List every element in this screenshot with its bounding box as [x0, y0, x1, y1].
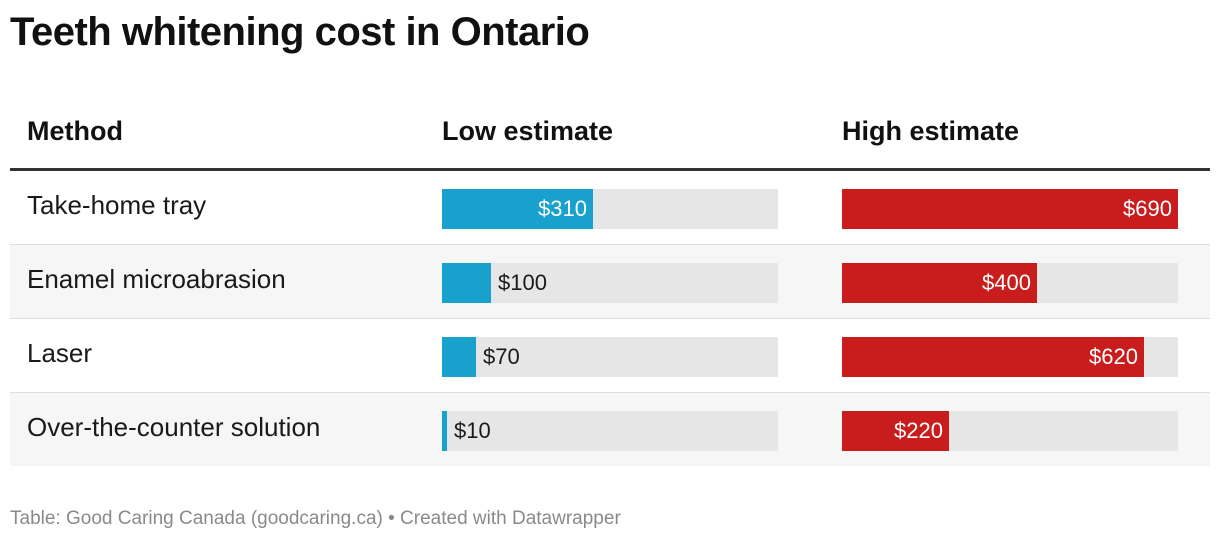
- high-estimate-bar: [842, 189, 1178, 229]
- low-estimate-bar-track: $70: [442, 337, 778, 377]
- high-estimate-bar-track: $220: [842, 411, 1178, 451]
- table-header: Method Low estimate High estimate: [10, 98, 1210, 171]
- table-row: Enamel microabrasion $100 $400: [10, 245, 1210, 319]
- low-estimate-value-label: $70: [483, 344, 520, 369]
- low-estimate-bar-track: $10: [442, 411, 778, 451]
- low-estimate-value-label: $10: [454, 418, 491, 443]
- method-cell: Enamel microabrasion: [27, 264, 286, 294]
- high-estimate-bar-track: $690: [842, 189, 1178, 229]
- source-credit: Table: Good Caring Canada (goodcaring.ca…: [10, 508, 621, 529]
- low-estimate-bar-track: $310: [442, 189, 778, 229]
- high-estimate-bar: [842, 411, 949, 451]
- method-cell: Laser: [27, 338, 93, 368]
- high-estimate-value-label: $220: [894, 418, 943, 443]
- low-estimate-value-label: $100: [498, 270, 547, 295]
- high-estimate-value-label: $690: [1123, 196, 1172, 221]
- high-estimate-bar: [842, 263, 1037, 303]
- table-row: Take-home tray $310 $690: [10, 171, 1210, 245]
- table-row: Over-the-counter solution $10 $220: [10, 393, 1210, 466]
- table-body: Take-home tray $310 $690 Enamel microabrasi…: [10, 171, 1210, 466]
- chart-title: Teeth whitening cost in Ontario: [10, 10, 590, 54]
- method-cell: Take-home tray: [27, 190, 207, 220]
- high-estimate-bar-track: $400: [842, 263, 1178, 303]
- table-row: Laser $70 $620: [10, 319, 1210, 393]
- high-estimate-value-label: $620: [1089, 344, 1138, 369]
- method-cell: Over-the-counter solution: [27, 412, 321, 442]
- low-estimate-bar: [442, 411, 447, 451]
- high-estimate-value-label: $400: [982, 270, 1031, 295]
- cost-table: Method Low estimate High estimate Take-h…: [10, 98, 1210, 466]
- low-estimate-bar: [442, 189, 593, 229]
- column-header-method: Method: [27, 116, 123, 146]
- low-estimate-bar: [442, 337, 476, 377]
- high-estimate-bar: [842, 337, 1144, 377]
- low-estimate-value-label: $310: [538, 196, 587, 221]
- column-header-high-estimate: High estimate: [842, 116, 1020, 146]
- high-estimate-bar-track: $620: [842, 337, 1178, 377]
- column-header-low-estimate: Low estimate: [442, 116, 614, 146]
- low-estimate-bar-track: $100: [442, 263, 778, 303]
- low-estimate-bar: [442, 263, 491, 303]
